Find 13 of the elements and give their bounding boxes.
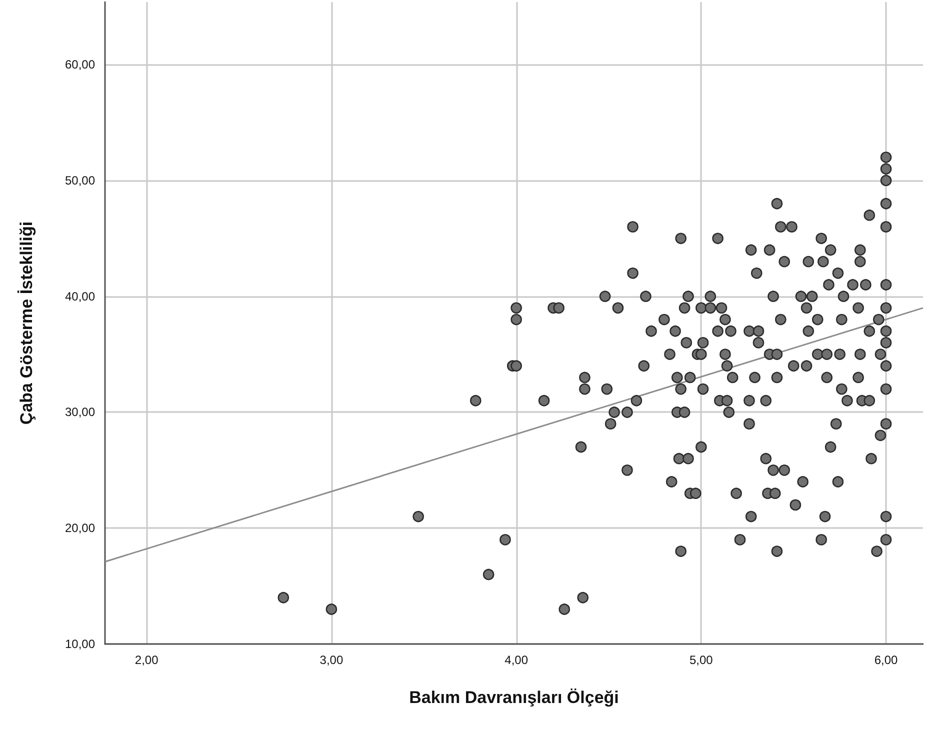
x-tick-label: 3,00 — [320, 653, 344, 667]
x-tick-label: 2,00 — [134, 653, 159, 667]
x-axis-title: Bakım Davranışları Ölçeği — [409, 688, 619, 707]
x-tick-label: 6,00 — [874, 653, 898, 667]
y-tick-label: 50,00 — [64, 173, 96, 188]
x-tick-label: 5,00 — [689, 653, 714, 667]
y-tick-label: 30,00 — [64, 405, 96, 420]
y-tick-label: 40,00 — [64, 289, 96, 304]
y-tick-label: 20,00 — [64, 521, 96, 536]
x-tick-label: 4,00 — [504, 653, 528, 667]
y-axis-title: Çaba Gösterme İstekliliği — [17, 221, 36, 425]
y-tick-label: 10,00 — [64, 637, 96, 651]
y-tick-label: 60,00 — [64, 58, 96, 72]
